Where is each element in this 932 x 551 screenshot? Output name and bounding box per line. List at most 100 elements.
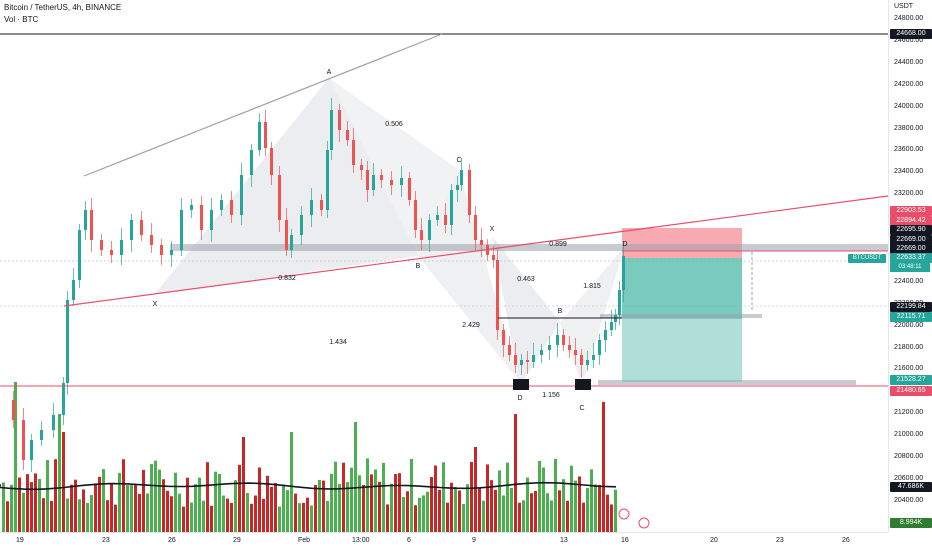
- volume-bar: [138, 493, 141, 532]
- volume-bar: [442, 462, 445, 532]
- candle-body: [285, 220, 288, 250]
- volume-bar: [86, 503, 89, 532]
- volume-bar: [182, 506, 185, 532]
- price-badge: 22695.90: [890, 225, 932, 235]
- price-tick: 21600.00: [894, 365, 924, 373]
- volume-bar: [534, 490, 537, 532]
- candle-body: [592, 355, 595, 360]
- price-badge: 22903.53: [890, 206, 932, 216]
- volume-bar: [614, 489, 617, 532]
- volume-bar: [34, 473, 37, 532]
- candle-body: [492, 255, 495, 260]
- volume-bar: [90, 495, 93, 532]
- volume-bar: [490, 480, 493, 532]
- volume-bar: [526, 477, 529, 532]
- volume-bar: [550, 500, 553, 532]
- volume-bar: [330, 473, 333, 532]
- time-tick: 26: [842, 537, 850, 544]
- volume-bar: [30, 482, 33, 532]
- annotation-label: 0.463: [517, 276, 535, 283]
- support-zone: [598, 380, 856, 385]
- candle-body: [548, 345, 551, 350]
- time-tick: 19: [16, 537, 24, 544]
- candle-body: [220, 200, 223, 210]
- volume-bar: [466, 484, 469, 532]
- annotation-label: C: [579, 405, 584, 412]
- volume-bar: [366, 458, 369, 532]
- candle-body: [580, 355, 583, 365]
- volume-bar: [354, 422, 357, 532]
- volume-indicator-label[interactable]: Vol · BTC: [4, 15, 39, 24]
- candle-body: [66, 300, 69, 383]
- price-tick: 24000.00: [894, 102, 924, 110]
- candle-body: [480, 240, 483, 245]
- volume-bar: [42, 498, 45, 532]
- volume-bar: [62, 432, 65, 532]
- volume-bar: [514, 414, 517, 532]
- volume-bar: [574, 480, 577, 532]
- volume-bar: [46, 460, 49, 532]
- volume-bar: [266, 475, 269, 532]
- price-tick: 21200.00: [894, 409, 924, 417]
- chart-area[interactable]: A X B C D 0.506 0.832 1.434 X B C D 0.899 0.463 2.429 1…: [0, 0, 888, 532]
- volume-bar: [358, 475, 361, 532]
- symbol-title[interactable]: Bitcoin / TetherUS, 4h, BINANCE: [4, 3, 122, 12]
- volume-bar: [22, 492, 25, 532]
- volume-bar: [294, 493, 297, 532]
- rising-trendline-red: [63, 195, 888, 307]
- candle-body: [514, 355, 517, 365]
- annotation-label: 2.429: [462, 322, 480, 329]
- candle-body: [456, 185, 459, 190]
- volume-bar: [254, 495, 257, 532]
- time-axis[interactable]: 19 23 26 29 Feb 13:00 6 9 13 16 20 23 26: [0, 532, 888, 551]
- volume-bar: [134, 484, 137, 532]
- price-tick: 22000.00: [894, 321, 924, 329]
- annotation-label: D: [622, 241, 627, 248]
- time-tick: Feb: [298, 537, 311, 544]
- price-tick: 22400.00: [894, 277, 924, 285]
- annotation-label: B: [416, 263, 421, 270]
- volume-bar: [146, 493, 149, 532]
- volume-bar: [282, 484, 285, 532]
- volume-bar: [522, 500, 525, 532]
- candle-body: [320, 200, 323, 210]
- volume-bar: [298, 503, 301, 532]
- volume-bar: [10, 484, 13, 532]
- price-chart[interactable]: A X B C D 0.506 0.832 1.434 X B C D 0.899 0.463 2.429 1…: [0, 0, 888, 532]
- candle-body: [604, 330, 607, 340]
- volume-bar: [170, 496, 173, 532]
- volume-bar: [378, 481, 381, 532]
- harmonic-pattern-2-xab: [492, 236, 560, 386]
- volume-bar: [402, 496, 405, 532]
- volume-bar: [222, 495, 225, 532]
- volume-bar: [122, 459, 125, 532]
- candle-body: [120, 240, 123, 255]
- candle-body: [562, 335, 565, 345]
- candle-body: [140, 220, 143, 235]
- volume-bar: [78, 499, 81, 532]
- volume-moving-average: [0, 481, 617, 491]
- candle-body: [414, 200, 417, 230]
- symbol-price-tag: BTCUSDT: [848, 254, 886, 263]
- volume-bar: [110, 484, 113, 532]
- candle-body: [450, 190, 453, 225]
- volume-bar: [214, 471, 217, 532]
- harmonic-pattern-1-bcd: [418, 170, 520, 382]
- candle-body: [474, 215, 477, 240]
- price-tick: 23400.00: [894, 168, 924, 176]
- price-tick: 24800.00: [894, 15, 924, 22]
- volume-bar: [486, 464, 489, 532]
- volume-bar: [582, 502, 585, 532]
- volume-bar: [350, 467, 353, 532]
- volume-bar: [234, 480, 237, 532]
- volume-bar: [518, 502, 521, 532]
- time-tick: 13:00: [352, 537, 370, 544]
- volume-bar: [106, 500, 109, 532]
- price-tick: 23800.00: [894, 124, 924, 132]
- candle-body: [258, 122, 261, 150]
- annotation-label: 0.899: [549, 241, 567, 248]
- volume-bar: [406, 491, 409, 532]
- volume-bar: [174, 472, 177, 532]
- volume-bar: [302, 502, 305, 532]
- volume-bar: [462, 503, 465, 532]
